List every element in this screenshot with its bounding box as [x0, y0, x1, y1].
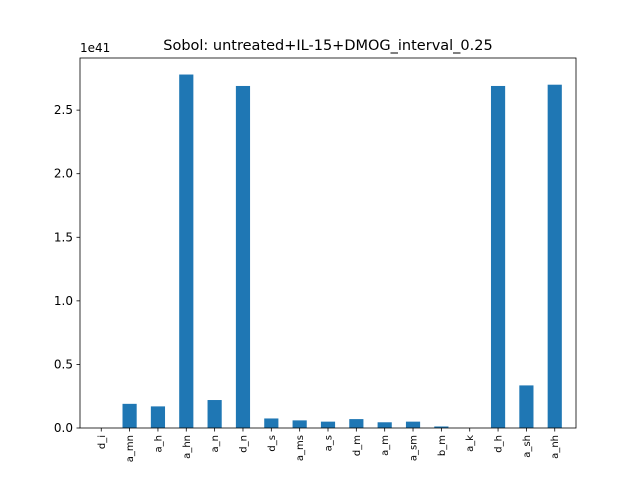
y-tick-label: 1.0: [54, 294, 73, 308]
x-tick-label: a_mn: [125, 435, 136, 462]
bar-a-s: [320, 421, 336, 428]
y-tick-label: 0.0: [54, 421, 73, 435]
bar-a-mn: [122, 403, 137, 428]
x-tick-label: b_m: [437, 435, 448, 456]
x-tick-label: d_i: [97, 435, 108, 449]
bar-a-nh: [547, 84, 562, 428]
bar-a-n: [207, 400, 222, 428]
bar-a-sh: [519, 385, 534, 428]
bar-a-h: [150, 406, 166, 428]
x-tick-label: d_n: [238, 435, 249, 453]
x-tick-label: a_nh: [550, 435, 561, 459]
bar-a-hn: [179, 74, 194, 429]
x-tick-label: a_k: [465, 435, 476, 452]
bar-d-s: [264, 418, 279, 428]
x-tick-label: a_h: [153, 435, 164, 452]
x-tick-label: d_h: [494, 435, 505, 453]
bar-a-m: [377, 422, 392, 428]
y-tick-label: 2.0: [54, 167, 73, 181]
x-tick-label: d_s: [267, 435, 278, 452]
x-tick-label: a_ms: [295, 435, 306, 461]
bar-b-m: [434, 426, 449, 428]
y-tick-label: 2.5: [54, 103, 73, 117]
x-tick-label: d_m: [352, 435, 363, 456]
x-axis-ticks: d_i a_mn a_h a_hn a_n d_n d_s a_ms a_s d_m a_m a_sm…: [97, 428, 561, 462]
bar-d-m: [349, 419, 364, 428]
y-scale-factor: 1e41: [80, 41, 110, 55]
x-tick-label: a_s: [324, 435, 335, 451]
x-tick-label: a_m: [380, 435, 391, 456]
x-tick-label: a_sm: [409, 435, 420, 461]
bar-a-ms: [292, 420, 307, 428]
bar-a-sm: [405, 421, 421, 428]
plot-frame: [79, 57, 577, 429]
y-axis-ticks: 0.0 0.5 1.0 1.5 2.0 2.5: [54, 103, 80, 435]
x-tick-label: a_n: [210, 435, 221, 452]
y-tick-label: 1.5: [54, 230, 73, 244]
y-tick-label: 0.5: [54, 357, 73, 371]
chart-title: Sobol: untreated+IL-15+DMOG_interval_0.2…: [163, 38, 492, 54]
bar-d-n: [235, 85, 251, 429]
x-tick-label: a_hn: [182, 435, 193, 459]
x-tick-label: a_sh: [522, 435, 533, 458]
bars-group: [122, 74, 562, 429]
bar-d-h: [490, 85, 506, 429]
